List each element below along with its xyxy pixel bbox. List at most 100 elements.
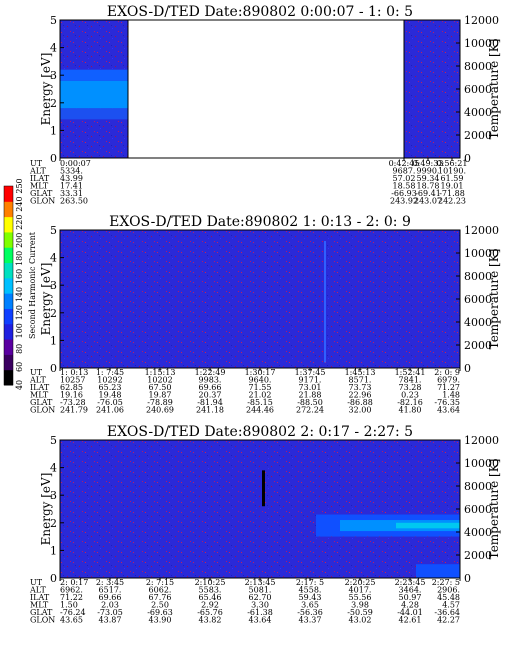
colorbar-segment [4, 323, 13, 340]
y2-tick-label: 2000 [464, 549, 492, 562]
table-cell: 243.07 [414, 197, 442, 206]
table-cell: 3.30 [251, 601, 269, 610]
colorbar-tick-label: 200 [15, 233, 24, 248]
table-cell: 1: 0:13 [60, 368, 88, 377]
table-cell: 9990. [417, 167, 440, 176]
vertical-marker [262, 470, 265, 507]
table-cell: -61.38 [247, 608, 273, 617]
table-row-label: ILAT [30, 174, 50, 183]
table-cell: 45.48 [437, 593, 460, 602]
table-cell: -81.94 [197, 398, 223, 407]
heatmap-band [60, 80, 128, 109]
table-cell: 3.98 [351, 601, 369, 610]
table-cell: 21.02 [249, 391, 272, 400]
table-cell: 43.37 [299, 616, 322, 625]
table-cell: -56.36 [297, 608, 323, 617]
data-gap [128, 20, 404, 158]
table-cell: 43.64 [437, 406, 460, 415]
colorbar: 40 60 80 100 120 140 160 180 200 220 240 250 Second … [3, 178, 37, 390]
table-row-label: GLON [30, 197, 55, 206]
table-cell: 241.79 [60, 406, 88, 415]
panel-title: EXOS-D/TED Date:890802 1: 0:13 - 2: 0: 9 [109, 214, 411, 230]
table-cell: 9640. [249, 376, 272, 385]
table-row-label: MLT [30, 391, 49, 400]
table-cell: 42.27 [437, 616, 460, 625]
colorbar-tick-label: 40 [15, 380, 24, 390]
table-cell: 2: 3:45 [96, 578, 124, 587]
colorbar-segment [4, 354, 13, 371]
table-cell: 6979. [437, 376, 460, 385]
colorbar-tick-label: 250 [15, 178, 24, 193]
table-cell: 2.92 [201, 601, 219, 610]
table-cell: -69.63 [147, 608, 173, 617]
y2-axis-label: Temperature [K] [487, 459, 501, 560]
table-cell: 0.23 [401, 391, 419, 400]
table-cell: 65.46 [199, 593, 222, 602]
colorbar-tick-label: 120 [15, 305, 24, 320]
table-cell: -66.93 [391, 189, 417, 198]
table-cell: 43.87 [99, 616, 122, 625]
y-tick-label: 5 [50, 14, 57, 27]
panel-title: EXOS-D/TED Date:890802 0:00:07 - 1: 0: 5 [107, 4, 413, 20]
y2-tick-label: 6000 [464, 293, 492, 306]
table-cell: 240.69 [146, 406, 174, 415]
y-tick-label: 3 [50, 489, 57, 502]
table-cell: -88.50 [297, 398, 323, 407]
table-cell: 69.66 [199, 383, 222, 392]
table-cell: 19.48 [99, 391, 122, 400]
table-cell: 3464. [399, 586, 422, 595]
heatmap-background [60, 440, 460, 578]
table-cell: 2.50 [151, 601, 169, 610]
table-cell: 71.22 [60, 593, 83, 602]
table-cell: 5583. [199, 586, 222, 595]
table-cell: 20.37 [199, 391, 222, 400]
y2-tick-label: 0 [464, 152, 471, 165]
table-cell: 19.87 [149, 391, 172, 400]
table-cell: 7841. [399, 376, 422, 385]
table-row-label: ALT [29, 586, 46, 595]
table-cell: -86.88 [347, 398, 373, 407]
colorbar-frame [3, 185, 14, 386]
heatmap-background [60, 230, 460, 368]
y-tick-label: 2 [50, 97, 57, 110]
table-cell: 1.48 [442, 391, 460, 400]
table-cell: 1:45:13 [345, 368, 376, 377]
table-cell: 10292 [97, 376, 122, 385]
table-cell: 3.65 [301, 601, 319, 610]
table-cell: 263.50 [60, 197, 88, 206]
y2-tick-label: 10000 [464, 247, 499, 260]
table-cell: 73.28 [399, 383, 422, 392]
y-tick-label: 2 [50, 307, 57, 320]
table-cell: -73.28 [60, 398, 86, 407]
heatmap-band-edge [60, 69, 128, 81]
table-cell: 43.64 [249, 616, 272, 625]
table-cell: -76.35 [434, 398, 460, 407]
table-cell: 0:42:45 [389, 159, 420, 168]
table-cell: 41.80 [399, 406, 422, 415]
table-cell: 73.01 [299, 383, 322, 392]
table-cell: -76.24 [60, 608, 86, 617]
table-cell: 6962. [60, 586, 83, 595]
table-row-label: UT [30, 368, 43, 377]
table-cell: 8571. [349, 376, 372, 385]
table-cell: -36.64 [434, 608, 460, 617]
table-cell: 1:22:49 [195, 368, 226, 377]
colorbar-tick-label: 60 [15, 362, 24, 372]
table-cell: 241.06 [96, 406, 124, 415]
table-row-label: GLAT [30, 398, 53, 407]
colorbar-segment [4, 262, 13, 279]
y2-tick-label: 0 [464, 572, 471, 585]
table-cell: 43.90 [149, 616, 172, 625]
table-cell: 1:52:41 [395, 368, 426, 377]
y2-tick-label: 4000 [464, 316, 492, 329]
table-cell: 21.88 [299, 391, 322, 400]
table-row-label: ILAT [30, 383, 50, 392]
table-cell: 242.23 [438, 197, 466, 206]
y-tick-label: 1 [50, 544, 57, 557]
table-cell: 5334. [60, 167, 83, 176]
y-tick-label: 0 [50, 572, 57, 585]
table-cell: 243.92 [390, 197, 418, 206]
table-cell: 4.57 [442, 601, 460, 610]
table-cell: 0:49:33 [413, 159, 444, 168]
table-cell: 6517. [99, 586, 122, 595]
